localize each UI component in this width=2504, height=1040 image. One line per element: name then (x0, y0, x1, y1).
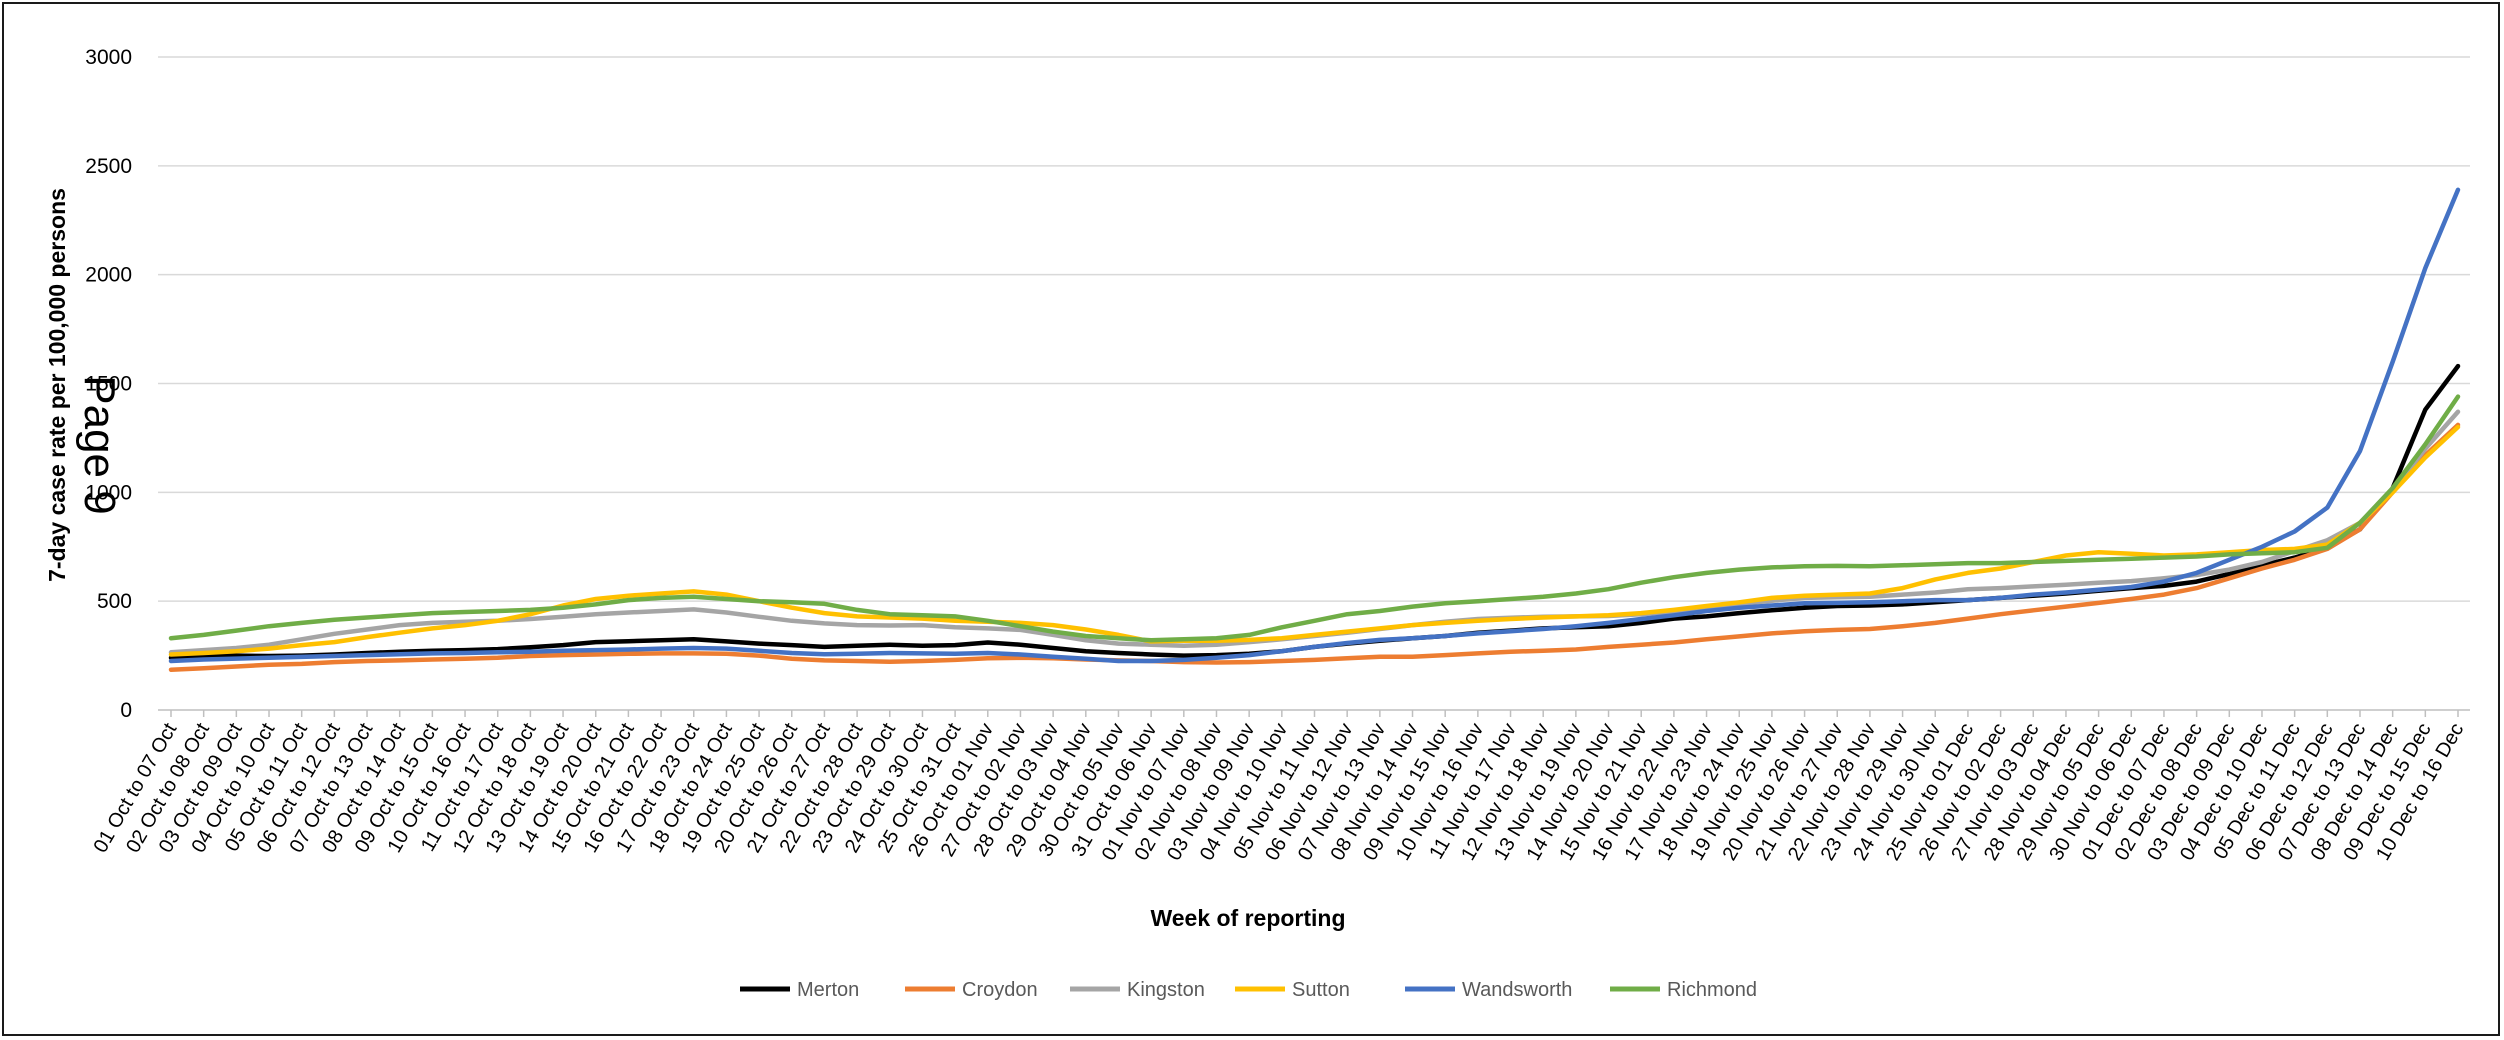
y-tick-label: 1000 (85, 481, 132, 504)
y-tick-label: 1500 (85, 373, 132, 396)
legend-label: Wandsworth (1462, 979, 1572, 1001)
y-tick-label: 2000 (85, 264, 132, 287)
legend-label: Sutton (1292, 979, 1350, 1001)
series-lines (168, 187, 2461, 672)
y-tick-label: 500 (97, 590, 132, 613)
legend-label: Merton (797, 979, 859, 1001)
series-line-croydon (168, 422, 2461, 672)
legend-label: Croydon (962, 979, 1038, 1001)
page-watermark: Page 9 (75, 375, 124, 514)
series-line-richmond (168, 394, 2461, 643)
legend-label: Richmond (1667, 979, 1757, 1001)
series-line-wandsworth (168, 187, 2461, 664)
x-axis-title: Week of reporting (1150, 905, 1345, 931)
y-tick-labels: 0 500 1000 1500 2000 2500 3000 (85, 46, 132, 722)
legend-label: Kingston (1127, 979, 1205, 1001)
y-axis-title: 7-day case rate per 100,000 persons (44, 188, 70, 582)
y-tick-label: 2500 (85, 155, 132, 178)
y-tick-label: 0 (120, 699, 132, 722)
gridlines (158, 56, 2470, 711)
y-tick-label: 3000 (85, 46, 132, 69)
legend: Merton Croydon Kingston Sutton Wandsworth Ric… (740, 979, 1757, 1001)
series-line-merton (168, 363, 2461, 661)
